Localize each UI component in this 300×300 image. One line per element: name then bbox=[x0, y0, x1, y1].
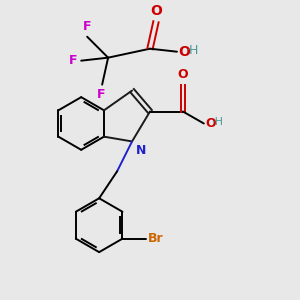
Text: O: O bbox=[205, 117, 216, 130]
Text: O: O bbox=[150, 4, 162, 18]
Text: F: F bbox=[96, 88, 105, 101]
Text: F: F bbox=[69, 54, 78, 67]
Text: ·H: ·H bbox=[185, 44, 199, 57]
Text: N: N bbox=[136, 144, 146, 157]
Text: F: F bbox=[83, 20, 92, 33]
Text: Br: Br bbox=[148, 232, 164, 245]
Text: O: O bbox=[178, 68, 188, 81]
Text: ·H: ·H bbox=[212, 117, 224, 127]
Text: O: O bbox=[178, 45, 190, 59]
